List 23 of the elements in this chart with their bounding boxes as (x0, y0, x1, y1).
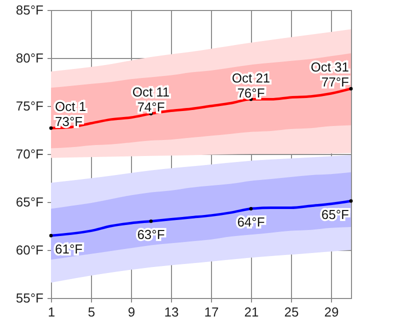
annotation: Oct 11 74°F (132, 84, 170, 115)
annotation: Oct 31 77°F (310, 60, 350, 90)
x-tick-label: 9 (128, 304, 136, 320)
y-tick-label: 55°F (16, 290, 44, 306)
y-tick-label: 70°F (16, 146, 44, 162)
x-tick-label: 17 (204, 304, 219, 320)
annotation: Oct 1 73°F (55, 99, 86, 130)
annotation: 64°F (237, 214, 265, 230)
annotation: 63°F (137, 227, 165, 242)
annotation: Oct 21 76°F (232, 70, 270, 100)
x-tick-label: 29 (324, 304, 339, 320)
x-tick-label: 13 (164, 304, 179, 320)
y-tick-label: 85°F (16, 2, 44, 18)
x-tick-label: 25 (284, 304, 299, 320)
x-tick-label: 21 (244, 304, 259, 320)
x-tick-label: 1 (48, 304, 56, 320)
y-tick-label: 60°F (16, 242, 44, 258)
y-tick-label: 80°F (16, 50, 44, 66)
y-tick-label: 75°F (16, 98, 44, 114)
x-tick-label: 5 (88, 304, 96, 320)
annotation: 65°F (321, 207, 350, 222)
annotation: 61°F (55, 242, 83, 257)
y-tick-label: 65°F (16, 194, 44, 210)
